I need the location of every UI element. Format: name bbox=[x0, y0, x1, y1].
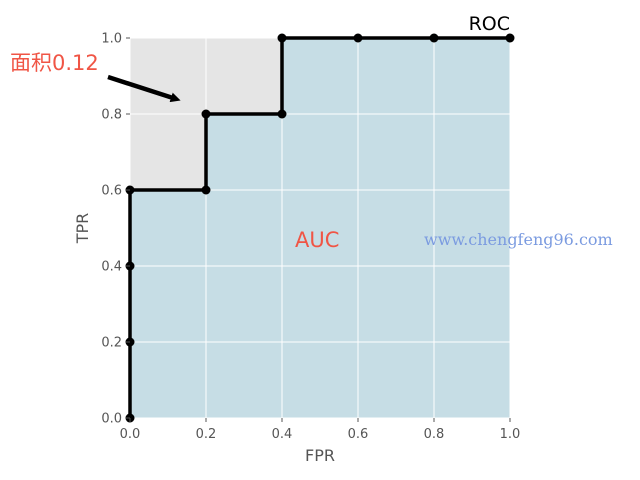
y-tick-label: 0.8 bbox=[101, 108, 122, 123]
x-tick-label: 0.6 bbox=[348, 427, 369, 442]
chart-title: ROC bbox=[469, 13, 510, 35]
watermark-text: www.chengfeng96.com bbox=[424, 230, 613, 249]
x-tick-label: 0.2 bbox=[196, 427, 217, 442]
y-tick-label: 0.2 bbox=[101, 336, 122, 351]
roc-point bbox=[201, 109, 211, 119]
annotation-arrow bbox=[107, 74, 181, 103]
x-tick-label: 1.0 bbox=[500, 427, 521, 442]
roc-point bbox=[201, 185, 211, 195]
y-tick-label: 1.0 bbox=[101, 32, 122, 47]
y-tick-label: 0.0 bbox=[101, 412, 122, 427]
roc-point bbox=[505, 33, 515, 43]
roc-point bbox=[277, 109, 287, 119]
x-tick-label: 0.8 bbox=[424, 427, 445, 442]
x-tick-label: 0.4 bbox=[272, 427, 293, 442]
axis-ticks: 0.0 0.2 0.4 0.6 0.8 1.0 0.0 0.2 0.4 0.6 0.8 1.0 bbox=[101, 32, 520, 443]
x-tick-label: 0.0 bbox=[120, 427, 141, 442]
y-axis-title: TPR bbox=[73, 213, 92, 245]
auc-label: AUC bbox=[295, 228, 339, 252]
x-axis-title: FPR bbox=[305, 446, 335, 465]
roc-point bbox=[429, 33, 439, 43]
roc-point bbox=[353, 33, 363, 43]
y-tick-label: 0.4 bbox=[101, 260, 122, 275]
area-annotation: 面积0.12 bbox=[10, 51, 99, 75]
y-tick-label: 0.6 bbox=[101, 184, 122, 199]
roc-point bbox=[277, 33, 287, 43]
auc-area bbox=[130, 38, 510, 418]
